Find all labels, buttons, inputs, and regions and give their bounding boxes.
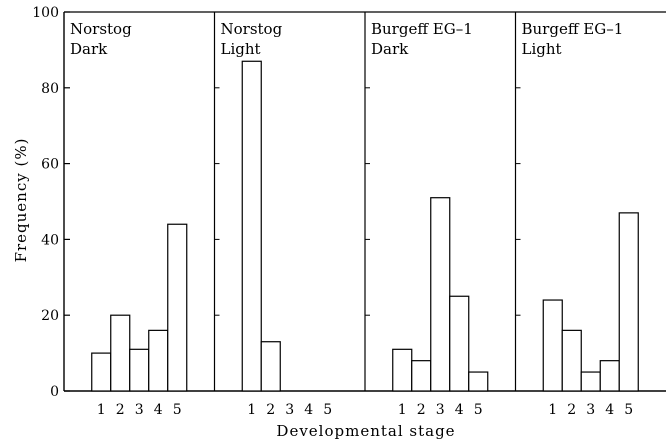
x-tick-label: 5 (323, 402, 332, 418)
x-tick-label: 2 (567, 402, 576, 418)
y-tick-label: 60 (41, 157, 59, 173)
x-tick-label: 1 (398, 402, 407, 418)
bar (241, 60, 262, 392)
x-tick-label: 4 (455, 402, 464, 418)
x-axis-title: Developmental stage (276, 422, 455, 440)
bar (542, 299, 563, 392)
x-tick-label: 5 (624, 402, 633, 418)
bar (110, 314, 131, 392)
x-tick-label: 2 (417, 402, 426, 418)
panel-label: Burgeff EG–1 (371, 20, 473, 38)
bar (599, 360, 620, 392)
y-tick-label: 80 (41, 81, 59, 97)
y-axis: 0 20 40 60 80 100 (32, 5, 70, 400)
panel-label: Dark (70, 40, 108, 58)
x-tick-label: 1 (548, 402, 557, 418)
x-tick-label: 1 (247, 402, 256, 418)
panel-label: Burgeff EG–1 (522, 20, 624, 38)
x-tick-label: 3 (285, 402, 294, 418)
x-tick-label: 5 (474, 402, 483, 418)
bar (167, 223, 188, 392)
panel-label: Light (221, 40, 261, 58)
bar (411, 360, 432, 392)
panel-1: Norstog Dark 1 2 3 4 5 (70, 20, 188, 418)
y-tick-label: 40 (41, 232, 59, 248)
x-tick-label: 2 (266, 402, 275, 418)
bar (430, 197, 451, 392)
panel-label: Light (522, 40, 562, 58)
x-tick-label: 5 (173, 402, 182, 418)
x-tick-label: 2 (116, 402, 125, 418)
x-tick-label: 4 (154, 402, 163, 418)
x-tick-label: 3 (586, 402, 595, 418)
y-tick-label: 0 (50, 384, 59, 400)
bar (580, 371, 601, 392)
bar (91, 352, 112, 392)
y-tick-label: 20 (41, 308, 59, 324)
y-axis-title: Frequency (%) (12, 138, 30, 263)
panel-label: Norstog (70, 20, 132, 38)
bar (129, 348, 150, 392)
x-tick-label: 1 (97, 402, 106, 418)
bar (449, 295, 470, 392)
panel-3: Burgeff EG–1 Dark 1 2 3 4 5 (364, 11, 489, 418)
bar (561, 329, 582, 392)
x-tick-label: 3 (436, 402, 445, 418)
x-tick-label: 4 (304, 402, 313, 418)
x-tick-label: 3 (135, 402, 144, 418)
bar (618, 212, 639, 392)
panel-label: Norstog (221, 20, 283, 38)
panel-2: Norstog Light 1 2 3 4 5 (213, 11, 332, 418)
bar (148, 329, 169, 392)
panel-label: Dark (371, 40, 409, 58)
bar (260, 341, 281, 392)
bar (468, 371, 489, 392)
panel-4: Burgeff EG–1 Light 1 2 3 4 5 (514, 11, 639, 418)
y-tick-label: 100 (32, 5, 59, 21)
bar (392, 348, 413, 392)
x-tick-label: 4 (605, 402, 614, 418)
